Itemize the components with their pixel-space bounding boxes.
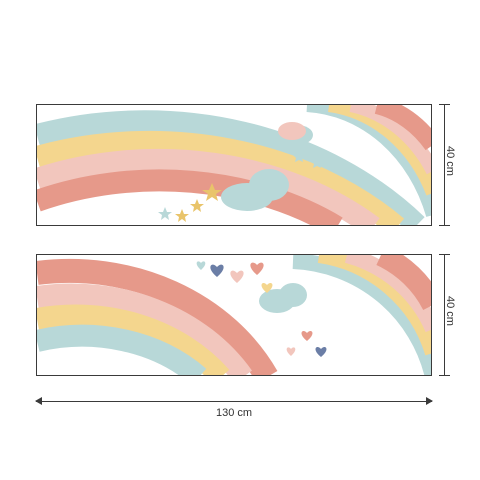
arc-terracotta bbox=[37, 258, 278, 375]
height-dimension-line-top bbox=[439, 104, 450, 226]
heart-icon bbox=[210, 264, 224, 277]
sticker-sheet-bottom bbox=[36, 254, 432, 376]
arc-right-pink bbox=[344, 255, 431, 333]
cloud-pink-shape bbox=[278, 122, 306, 140]
star-icon bbox=[311, 157, 323, 168]
arc-right-pink bbox=[349, 105, 431, 175]
arc-right-terracotta bbox=[376, 255, 431, 311]
arc-right-terracotta bbox=[374, 105, 431, 151]
sticker-sheet-top bbox=[36, 104, 432, 226]
width-dimension-line bbox=[35, 397, 433, 405]
star-icon bbox=[175, 209, 189, 222]
arc-right-yellow bbox=[327, 105, 431, 196]
star-icon bbox=[190, 199, 204, 212]
width-label: 130 cm bbox=[215, 407, 253, 419]
arc-blue bbox=[37, 110, 425, 225]
heart-icon bbox=[286, 347, 296, 356]
heart-icon bbox=[315, 346, 327, 357]
star-icon bbox=[158, 207, 172, 220]
height-label-bottom: 40 cm bbox=[444, 296, 456, 326]
heart-icon bbox=[261, 282, 273, 293]
heart-icon bbox=[230, 270, 244, 283]
hearts-cluster bbox=[196, 261, 327, 357]
rainbow-illustration-top bbox=[37, 105, 431, 225]
arc-yellow bbox=[37, 130, 405, 225]
heart-icon bbox=[301, 330, 313, 341]
heart-icon bbox=[196, 261, 206, 270]
rainbow-illustration-bottom bbox=[37, 255, 431, 375]
heart-icon bbox=[250, 262, 264, 275]
arc-right-yellow bbox=[317, 255, 431, 356]
height-dimension-line-bottom bbox=[439, 254, 450, 376]
star-icon bbox=[293, 151, 305, 162]
height-label-top: 40 cm bbox=[444, 146, 456, 176]
arc-pink bbox=[37, 283, 252, 375]
arc-yellow bbox=[37, 304, 230, 375]
arc-pink bbox=[37, 148, 380, 225]
star-icon bbox=[202, 183, 222, 201]
arc-terracotta bbox=[37, 169, 343, 225]
arc-blue bbox=[37, 324, 207, 375]
